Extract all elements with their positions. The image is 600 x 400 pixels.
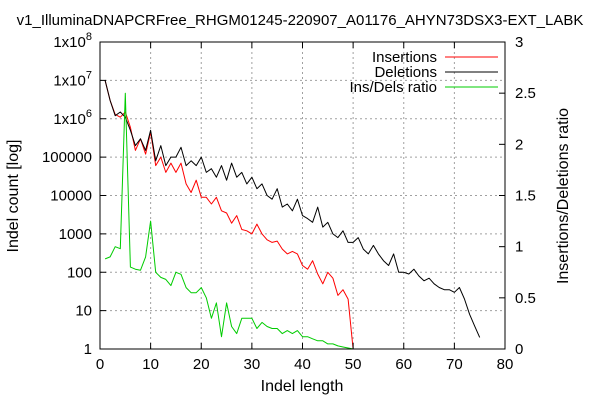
y-tick-label: 1 [84,341,92,358]
legend: Insertions Deletions Ins/Dels ratio [349,49,498,96]
y-tick-label: 10000 [50,188,92,205]
y2-axis-label: Insertions/Deletions ratio [555,108,572,284]
legend-label-insertions: Insertions [372,49,437,66]
legend-label-deletions: Deletions [374,64,437,81]
y-axis-label: Indel count [log] [5,140,22,253]
x-tick-label: 10 [142,356,159,373]
x-tick-label: 20 [193,356,210,373]
y2-tick-label: 0 [515,341,523,358]
y-tick-label: 1x107 [53,69,92,89]
y2-tick-label: 1 [515,239,523,256]
series-line-deletions [104,80,481,338]
y-tick-label: 1000 [59,226,92,243]
x-tick-label: 60 [395,356,412,373]
y2-tick-label: 3 [515,34,523,51]
y-tick-label: 1x106 [53,108,92,128]
x-tick-label: 0 [96,356,104,373]
chart-title: v1_IlluminaDNAPCRFree_RHGM01245-220907_A… [17,12,584,29]
y-tick-label: 100 [67,264,92,281]
y2-tick-label: 0.5 [515,290,536,307]
x-tick-label: 30 [244,356,261,373]
y2-tick-label: 1.5 [515,188,536,205]
grid [100,42,505,349]
series-line-ins-dels-ratio [104,92,354,350]
legend-label-ratio: Ins/Dels ratio [349,79,437,96]
x-axis-label: Indel length [261,378,344,395]
x-tick-label: 50 [345,356,362,373]
y-tick-label: 100000 [42,149,92,166]
ticks: 0 10 20 30 40 50 60 70 801101001000100001000001x… [42,31,536,373]
x-tick-label: 80 [497,356,514,373]
y2-tick-label: 2 [515,136,523,153]
y2-tick-label: 2.5 [515,85,536,102]
x-tick-label: 70 [446,356,463,373]
x-tick-label: 40 [294,356,311,373]
y-tick-label: 1x108 [53,31,92,51]
y-tick-label: 10 [75,303,92,320]
series-layer [104,80,481,350]
series-line-insertions [104,80,354,350]
